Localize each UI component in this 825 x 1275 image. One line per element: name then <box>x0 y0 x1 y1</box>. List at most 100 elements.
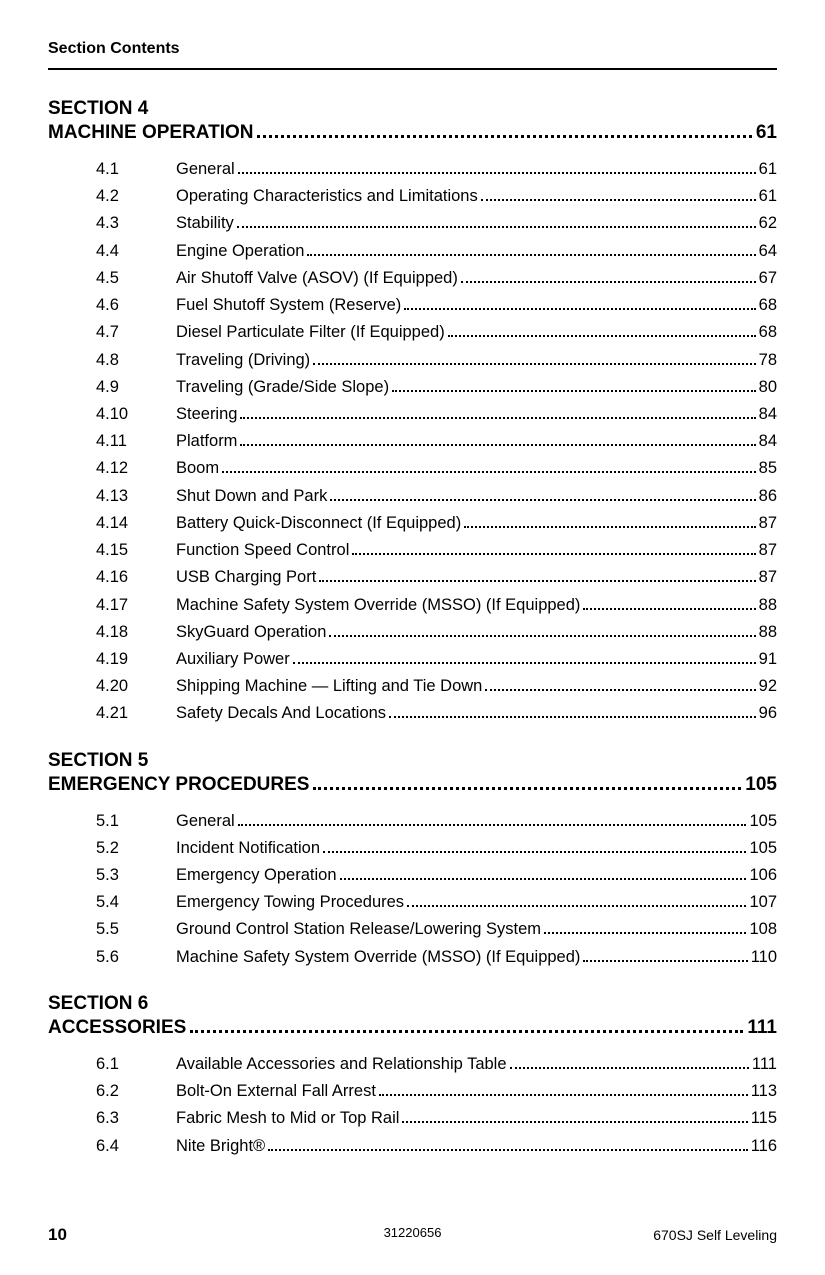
toc-entry-title: Traveling (Grade/Side Slope) <box>176 374 389 401</box>
leader-dots <box>404 308 755 310</box>
toc-entry-title: Fuel Shutoff System (Reserve) <box>176 292 401 319</box>
leader-dots <box>323 851 746 853</box>
toc-entry-title: Bolt-On External Fall Arrest <box>176 1078 376 1105</box>
leader-dots <box>583 608 755 610</box>
leader-dots <box>238 824 747 826</box>
toc-entry: 4.16USB Charging Port87 <box>48 564 777 591</box>
leader-dots <box>268 1149 748 1151</box>
leader-dots <box>448 335 756 337</box>
toc-entry-number: 5.1 <box>96 808 176 835</box>
toc-entry-page: 67 <box>759 265 777 292</box>
footer-model: 670SJ Self Leveling <box>653 1227 777 1243</box>
section-page-number: 111 <box>747 1017 777 1039</box>
section-title-row: EMERGENCY PROCEDURES105 <box>48 774 777 796</box>
toc-entry-title: Shipping Machine — Lifting and Tie Down <box>176 673 482 700</box>
toc-entry: 4.17Machine Safety System Override (MSSO… <box>48 592 777 619</box>
toc-entry-page: 61 <box>759 183 777 210</box>
toc-entry-title: Machine Safety System Override (MSSO) (I… <box>176 592 580 619</box>
toc-entry-number: 4.14 <box>96 510 176 537</box>
toc-section-block: SECTION 4MACHINE OPERATION614.1General61… <box>48 98 777 728</box>
leader-dots <box>313 787 741 790</box>
leader-dots <box>402 1121 747 1123</box>
toc-entry-title: Air Shutoff Valve (ASOV) (If Equipped) <box>176 265 458 292</box>
toc-entry-title: Engine Operation <box>176 238 304 265</box>
toc-entry-title: SkyGuard Operation <box>176 619 326 646</box>
toc-entry-page: 116 <box>751 1133 777 1160</box>
leader-dots <box>389 716 756 718</box>
toc-entry-page: 78 <box>759 347 777 374</box>
toc-entry-title: Auxiliary Power <box>176 646 290 673</box>
toc-entry-number: 4.9 <box>96 374 176 401</box>
toc-entry: 4.1General 61 <box>48 156 777 183</box>
toc-entry-title: Boom <box>176 455 219 482</box>
toc-entry-number: 4.21 <box>96 700 176 727</box>
toc-entry-number: 4.12 <box>96 455 176 482</box>
toc-entry-title: Fabric Mesh to Mid or Top Rail <box>176 1105 399 1132</box>
toc-entry-page: 88 <box>759 592 777 619</box>
toc-entry-number: 5.6 <box>96 944 176 971</box>
toc-entry: 6.4Nite Bright®116 <box>48 1133 777 1160</box>
toc-entry: 6.1Available Accessories and Relationshi… <box>48 1051 777 1078</box>
toc-entry-title: Steering <box>176 401 237 428</box>
toc-entry-number: 4.16 <box>96 564 176 591</box>
toc-entry-page: 68 <box>759 292 777 319</box>
toc-entry-number: 6.1 <box>96 1051 176 1078</box>
leader-dots <box>544 932 746 934</box>
toc-entry: 4.2Operating Characteristics and Limitat… <box>48 183 777 210</box>
toc-entry: 4.11Platform84 <box>48 428 777 455</box>
toc-entry-page: 106 <box>749 862 777 889</box>
toc-entry-title: Stability <box>176 210 234 237</box>
toc-entry-page: 61 <box>759 156 777 183</box>
toc-entry-page: 84 <box>759 428 777 455</box>
toc-entry-number: 5.4 <box>96 889 176 916</box>
toc-entry-number: 4.13 <box>96 483 176 510</box>
toc-entry: 4.20Shipping Machine — Lifting and Tie D… <box>48 673 777 700</box>
toc-entry: 4.8Traveling (Driving)78 <box>48 347 777 374</box>
toc-entry-page: 111 <box>752 1051 777 1078</box>
leader-dots <box>407 905 746 907</box>
toc-entry-number: 4.2 <box>96 183 176 210</box>
leader-dots <box>510 1067 749 1069</box>
toc-entry-page: 113 <box>751 1078 777 1105</box>
toc-entry-number: 6.3 <box>96 1105 176 1132</box>
toc-entry: 4.15Function Speed Control87 <box>48 537 777 564</box>
leader-dots <box>330 499 755 501</box>
section-label: SECTION 5 <box>48 750 777 772</box>
toc-entry-number: 4.1 <box>96 156 176 183</box>
toc-entry-number: 4.20 <box>96 673 176 700</box>
toc-entry: 4.10Steering84 <box>48 401 777 428</box>
toc-entry: 5.2Incident Notification105 <box>48 835 777 862</box>
toc-section-block: SECTION 6ACCESSORIES1116.1Available Acce… <box>48 993 777 1160</box>
leader-dots <box>583 960 747 962</box>
section-page-number: 61 <box>756 122 777 144</box>
page-footer: 10 31220656 670SJ Self Leveling <box>48 1225 777 1245</box>
section-page-number: 105 <box>745 774 777 796</box>
leader-dots <box>240 417 755 419</box>
toc-entry-number: 5.2 <box>96 835 176 862</box>
toc-entry: 4.6Fuel Shutoff System (Reserve)68 <box>48 292 777 319</box>
leader-dots <box>240 444 755 446</box>
toc-entry: 4.5Air Shutoff Valve (ASOV) (If Equipped… <box>48 265 777 292</box>
toc-entry-title: Emergency Towing Procedures <box>176 889 404 916</box>
leader-dots <box>392 390 756 392</box>
toc-entry-page: 87 <box>759 537 777 564</box>
toc-entry-number: 6.2 <box>96 1078 176 1105</box>
leader-dots <box>222 471 756 473</box>
toc-entry-title: General <box>176 156 235 183</box>
section-label: SECTION 6 <box>48 993 777 1015</box>
toc-entry-title: Traveling (Driving) <box>176 347 310 374</box>
toc-entry-title: Battery Quick-Disconnect (If Equipped) <box>176 510 461 537</box>
leader-dots <box>340 878 747 880</box>
section-title-text: MACHINE OPERATION <box>48 122 253 144</box>
toc-entry-number: 4.19 <box>96 646 176 673</box>
toc-entry-page: 108 <box>749 916 777 943</box>
toc-entry: 4.14Battery Quick-Disconnect (If Equippe… <box>48 510 777 537</box>
leader-dots <box>257 135 751 138</box>
toc-entry: 4.9Traveling (Grade/Side Slope)80 <box>48 374 777 401</box>
toc-entry-page: 107 <box>749 889 777 916</box>
toc-entry-page: 115 <box>751 1105 777 1132</box>
toc-entry: 4.19Auxiliary Power91 <box>48 646 777 673</box>
toc-entry-page: 64 <box>759 238 777 265</box>
toc-entry-page: 88 <box>759 619 777 646</box>
toc-entry: 5.3Emergency Operation106 <box>48 862 777 889</box>
